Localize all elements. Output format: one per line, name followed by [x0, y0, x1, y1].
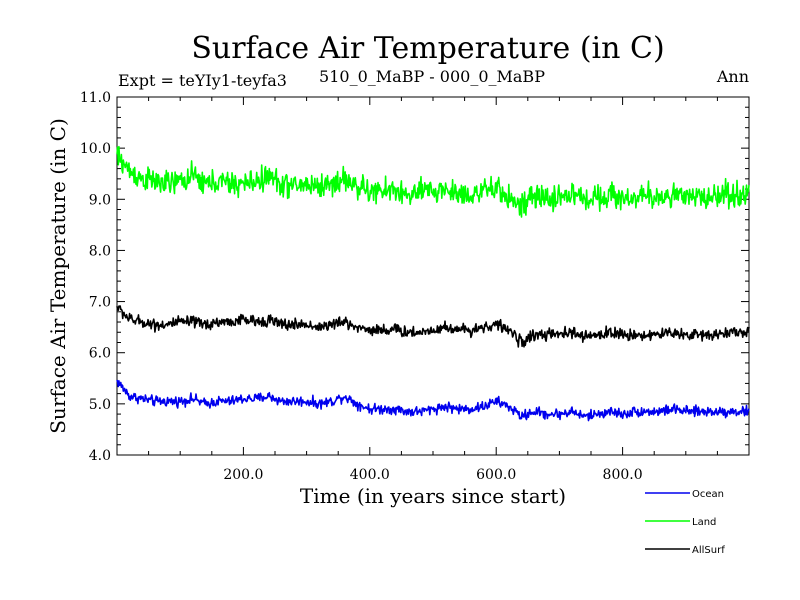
x-tick-label: 600.0 [476, 467, 516, 483]
chart-title: Surface Air Temperature (in C) [191, 31, 664, 66]
y-tick-label: 5.0 [89, 397, 111, 413]
legend-label-allsurf: AllSurf [692, 545, 725, 556]
y-axis-label: Surface Air Temperature (in C) [46, 118, 70, 434]
y-tick-label: 9.0 [89, 192, 111, 208]
y-tick-label: 8.0 [89, 243, 111, 259]
series-line-ocean [116, 379, 750, 422]
experiment-label: Expt = teYIy1-teyfa3 [118, 71, 287, 90]
plot-area: 200.0 400.0 600.0 800.0 4.0 5.0 6.0 7.0 8.0 9.0 1… [80, 90, 750, 483]
y-axis-ticks: 4.0 5.0 6.0 7.0 8.0 9.0 10.0 11.0 [80, 90, 749, 464]
season-label: Ann [716, 67, 749, 86]
period-label: 510_0_MaBP - 000_0_MaBP [319, 67, 545, 86]
series-line-allsurf [116, 305, 750, 348]
y-tick-label: 10.0 [80, 141, 111, 157]
x-axis-label: Time (in years since start) [300, 484, 566, 508]
y-tick-label: 6.0 [89, 346, 111, 362]
legend-label-land: Land [692, 517, 716, 528]
series-lines [116, 145, 750, 422]
chart-legend: Ocean Land AllSurf [645, 489, 725, 556]
x-axis-ticks: 200.0 400.0 600.0 800.0 [148, 97, 718, 483]
x-tick-label: 800.0 [603, 467, 643, 483]
y-tick-label: 11.0 [80, 90, 111, 106]
y-tick-label: 4.0 [89, 448, 111, 464]
x-tick-label: 200.0 [223, 467, 263, 483]
x-tick-label: 400.0 [350, 467, 390, 483]
y-tick-label: 7.0 [89, 295, 111, 311]
series-line-land [116, 145, 750, 218]
legend-label-ocean: Ocean [692, 489, 724, 500]
